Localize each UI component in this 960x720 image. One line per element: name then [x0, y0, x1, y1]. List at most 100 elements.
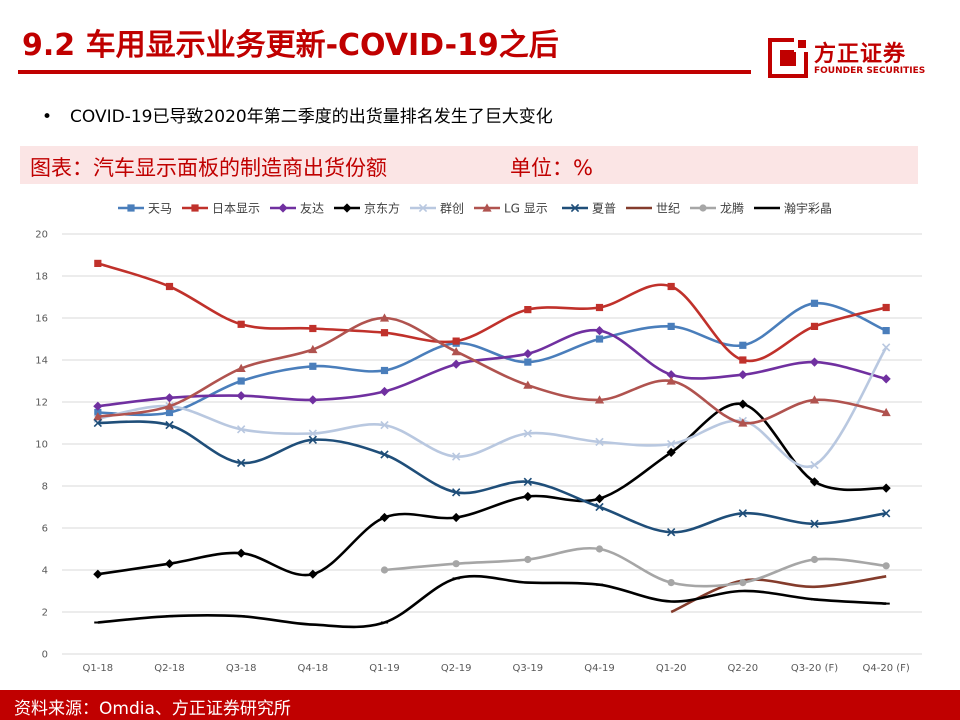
founder-logo-icon: [768, 38, 808, 78]
data-point: [739, 341, 747, 349]
x-axis-ticks: Q1-18 Q2-18 Q3-18 Q4-18 Q1-19 Q2-19 Q3-19 Q4-19…: [83, 663, 910, 674]
data-point: [667, 282, 675, 291]
legend-item: 友达: [270, 202, 324, 216]
data-point: [165, 408, 174, 417]
data-point: [595, 303, 604, 312]
data-point: [524, 358, 532, 366]
chart-legend: 天马 日本显示 友达 京东方 群创 LG 显示 夏普 世纪 龙腾 瀚宇彩晶: [118, 201, 832, 216]
x-tick-label: Q2-19: [441, 663, 472, 674]
y-tick-label: 20: [35, 230, 48, 241]
data-point: [810, 555, 819, 564]
legend-marker: [191, 204, 199, 212]
x-tick-label: Q3-20 (F): [791, 663, 838, 674]
data-point: [809, 357, 820, 367]
legend-marker: [127, 204, 135, 212]
legend-item: 夏普: [562, 202, 616, 216]
data-point: [810, 299, 819, 307]
footer-bar: [0, 690, 960, 720]
data-point: [523, 380, 533, 389]
series-6: [93, 418, 891, 537]
data-point: [308, 344, 318, 354]
legend-label: LG 显示: [504, 202, 548, 216]
company-logo: 方正证券 FOUNDER SECURITIES: [768, 36, 938, 80]
data-point: [380, 450, 389, 459]
x-tick-label: Q1-18: [83, 663, 114, 674]
series-line: [97, 574, 887, 629]
data-point: [380, 329, 389, 337]
legend-label: 日本显示: [212, 202, 260, 216]
legend-marker: [482, 203, 492, 212]
x-tick-label: Q3-19: [513, 663, 544, 674]
data-point: [308, 429, 317, 438]
data-point: [809, 477, 820, 487]
data-point: [165, 420, 174, 430]
data-point: [237, 320, 245, 328]
data-point: [164, 393, 175, 403]
legend-label: 天马: [148, 202, 172, 216]
data-point: [882, 327, 890, 335]
legend-item: 日本显示: [182, 202, 260, 216]
data-point: [452, 452, 461, 461]
series-line: [97, 346, 888, 469]
data-point: [237, 377, 245, 385]
data-point: [738, 399, 748, 409]
data-point: [882, 509, 891, 518]
y-tick-label: 2: [42, 608, 48, 619]
data-point: [308, 435, 317, 444]
x-tick-label: Q3-18: [226, 663, 257, 674]
bullet-dot-icon: •: [42, 107, 53, 127]
data-point: [379, 386, 390, 397]
data-point: [165, 282, 174, 291]
x-tick-label: Q4-20 (F): [863, 663, 910, 674]
page-title: 9.2 车用显示业务更新-COVID-19之后: [22, 28, 559, 63]
x-tick-label: Q2-18: [154, 663, 185, 674]
data-point: [309, 324, 317, 333]
data-point: [738, 509, 747, 518]
bullet-point: • COVID-19已导致2020年第二季度的出货量排名发生了巨大变化: [42, 102, 553, 127]
data-point: [595, 545, 604, 553]
data-point: [738, 418, 748, 427]
data-point: [237, 458, 246, 468]
legend-marker: [418, 203, 428, 213]
data-point: [594, 395, 605, 404]
series-1: [94, 259, 890, 364]
legend-label: 京东方: [364, 201, 400, 216]
legend-item: 天马: [118, 202, 172, 216]
series-9: [94, 574, 890, 629]
chart-unit: 单位：%: [510, 156, 593, 180]
data-point: [882, 303, 890, 312]
data-point: [93, 401, 103, 411]
data-point: [524, 555, 532, 564]
y-tick-label: 8: [42, 482, 48, 493]
data-point: [380, 366, 389, 375]
legend-label: 龙腾: [720, 201, 744, 216]
data-point: [452, 488, 461, 497]
data-point: [523, 477, 532, 486]
legend-marker: [570, 203, 580, 213]
data-point: [523, 491, 533, 502]
series-line: [97, 262, 887, 363]
data-point: [810, 460, 819, 470]
series-line: [97, 301, 887, 417]
x-tick-label: Q1-19: [369, 663, 400, 674]
data-point: [667, 579, 675, 587]
series-0: [94, 299, 890, 417]
legend-item: 世纪: [626, 202, 680, 216]
data-point: [594, 494, 605, 504]
x-tick-label: Q4-18: [298, 663, 329, 674]
y-tick-label: 16: [35, 314, 48, 325]
legend-label: 世纪: [656, 202, 680, 216]
legend-marker: [278, 203, 288, 213]
title-underline: [18, 70, 751, 74]
y-tick-label: 6: [42, 524, 48, 535]
grid-lines: [62, 233, 922, 655]
legend-marker: [699, 204, 707, 212]
legend-marker: [342, 203, 352, 213]
data-point: [881, 407, 891, 417]
y-tick-label: 4: [42, 566, 48, 577]
data-point: [882, 562, 890, 570]
data-point: [451, 359, 461, 369]
series-8: [380, 545, 890, 588]
data-point: [667, 322, 675, 330]
